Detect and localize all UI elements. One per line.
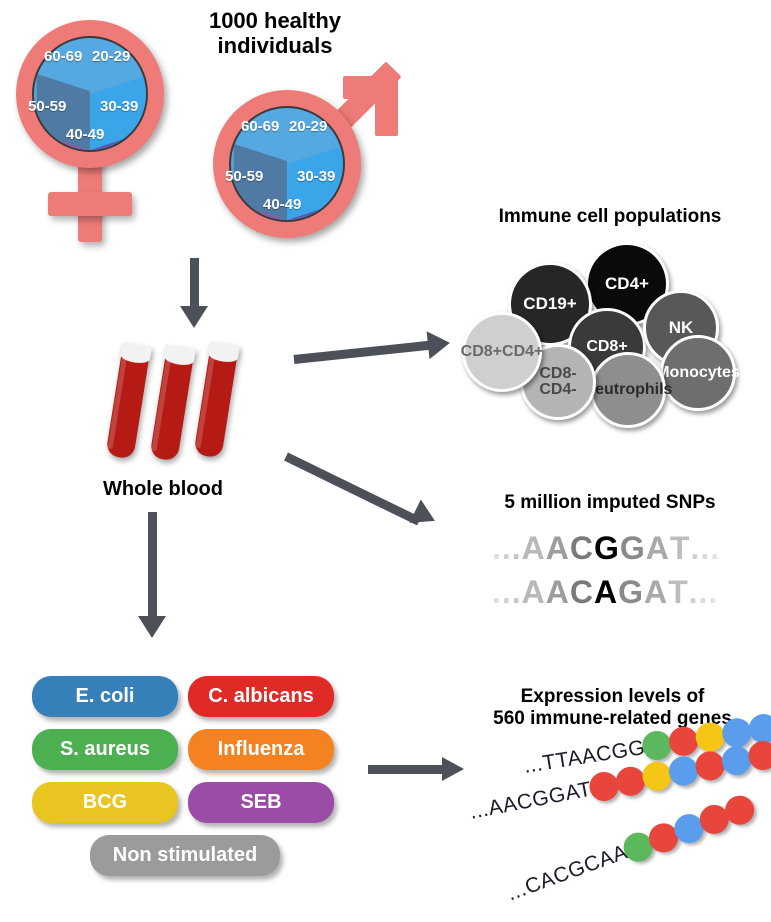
rna-sequence-text: ...AACGGAT bbox=[467, 777, 594, 824]
stimuli-panel: E. coli C. albicans S. aureus Influenza … bbox=[32, 676, 342, 896]
stimulus-seb[interactable]: SEB bbox=[188, 782, 334, 823]
rna-bead bbox=[692, 748, 727, 783]
stimulus-influenza[interactable]: Influenza bbox=[188, 729, 334, 770]
stimulus-bcg[interactable]: BCG bbox=[32, 782, 178, 823]
rna-sequence-text: ...CACGCAA bbox=[503, 840, 631, 905]
male-age-label-20-29: 20-29 bbox=[289, 118, 328, 135]
stimulus-non-stimulated[interactable]: Non stimulated bbox=[90, 835, 280, 876]
immune-cell-label: Neutrophils bbox=[583, 380, 673, 398]
male-age-pie-chart bbox=[229, 106, 345, 222]
female-age-label-40-49: 40-49 bbox=[66, 126, 105, 143]
immune-cell-label: NK bbox=[668, 318, 694, 338]
immune-cell-cluster: CD4+ CD19+ CD8+ NK Monocytes Neutrophils… bbox=[460, 240, 760, 428]
female-age-label-60-69: 60-69 bbox=[44, 48, 83, 65]
snp-section-title: 5 million imputed SNPs bbox=[504, 492, 716, 513]
rna-bead bbox=[666, 754, 701, 789]
immune-cell-label: CD8+ bbox=[586, 337, 628, 355]
page-title: 1000 healthy individuals bbox=[180, 8, 370, 59]
stimulus-label: BCG bbox=[82, 791, 128, 813]
female-symbol-crossbar bbox=[48, 192, 132, 216]
title-line-1: 1000 healthy bbox=[208, 8, 342, 33]
immune-cell-label: CD4+ bbox=[605, 274, 649, 294]
rna-strands: ...TTAACGG ...AACGGAT ...CACGCAA bbox=[460, 711, 771, 920]
stimulus-c-albicans[interactable]: C. albicans bbox=[188, 676, 334, 717]
snp-sequence-bottom: ...AACAGAT... bbox=[492, 574, 719, 610]
female-age-pie-chart bbox=[32, 36, 148, 152]
stimulus-e-coli[interactable]: E. coli bbox=[32, 676, 178, 717]
stimulus-s-aureus[interactable]: S. aureus bbox=[32, 729, 178, 770]
male-age-label-30-39: 30-39 bbox=[297, 168, 336, 185]
expression-title-line-1: Expression levels of bbox=[520, 686, 705, 707]
male-gender-symbol: 20-29 30-39 40-49 50-59 60-69 bbox=[205, 61, 415, 252]
rna-bead bbox=[639, 759, 674, 794]
female-age-label-30-39: 30-39 bbox=[100, 98, 139, 115]
blood-tube bbox=[147, 342, 197, 466]
male-symbol-arrowhead-h bbox=[343, 76, 398, 99]
immune-cell-label: CD8-CD4- bbox=[539, 364, 577, 398]
rna-bead bbox=[613, 764, 648, 799]
immune-cell-neutrophils: Neutrophils bbox=[584, 352, 672, 428]
snp-sequence-top: ...AACGGAT... bbox=[492, 530, 721, 566]
stimulus-label: C. albicans bbox=[208, 685, 314, 707]
rna-bead bbox=[719, 743, 754, 778]
snp-sequences: ...AACGGAT... ...AACAGAT... bbox=[482, 530, 742, 622]
stimulus-label: Non stimulated bbox=[112, 844, 258, 866]
immune-cell-label: CD19+ bbox=[523, 294, 577, 314]
blood-tube bbox=[191, 339, 241, 463]
stimulus-label: S. aureus bbox=[59, 738, 151, 760]
female-age-label-50-59: 50-59 bbox=[28, 98, 67, 115]
male-age-label-60-69: 60-69 bbox=[241, 118, 280, 135]
blood-tube bbox=[103, 340, 153, 464]
whole-blood-tubes bbox=[107, 339, 258, 470]
whole-blood-label: Whole blood bbox=[103, 478, 223, 500]
stimulus-label: SEB bbox=[240, 791, 282, 813]
immune-cell-monocytes: Monocytes bbox=[656, 335, 740, 411]
expression-section-title: Expression levels of 560 immune-related … bbox=[460, 686, 765, 730]
stimulus-label: E. coli bbox=[75, 685, 135, 707]
immune-cell-cd8-pos-cd4-pos: CD8+CD4+ bbox=[460, 312, 544, 392]
immune-section-title: Immune cell populations bbox=[498, 206, 722, 227]
male-age-label-50-59: 50-59 bbox=[225, 168, 264, 185]
female-age-label-20-29: 20-29 bbox=[92, 48, 131, 65]
title-line-2: individuals bbox=[217, 33, 333, 59]
female-gender-symbol: 20-29 30-39 40-49 50-59 60-69 bbox=[8, 12, 188, 242]
male-age-label-40-49: 40-49 bbox=[263, 196, 302, 213]
immune-cell-label: Monocytes bbox=[656, 363, 740, 381]
stimulus-label: Influenza bbox=[217, 738, 305, 760]
immune-cell-label: CD8+CD4+ bbox=[460, 342, 544, 360]
expression-title-line-2: 560 immune-related genes bbox=[493, 707, 732, 729]
